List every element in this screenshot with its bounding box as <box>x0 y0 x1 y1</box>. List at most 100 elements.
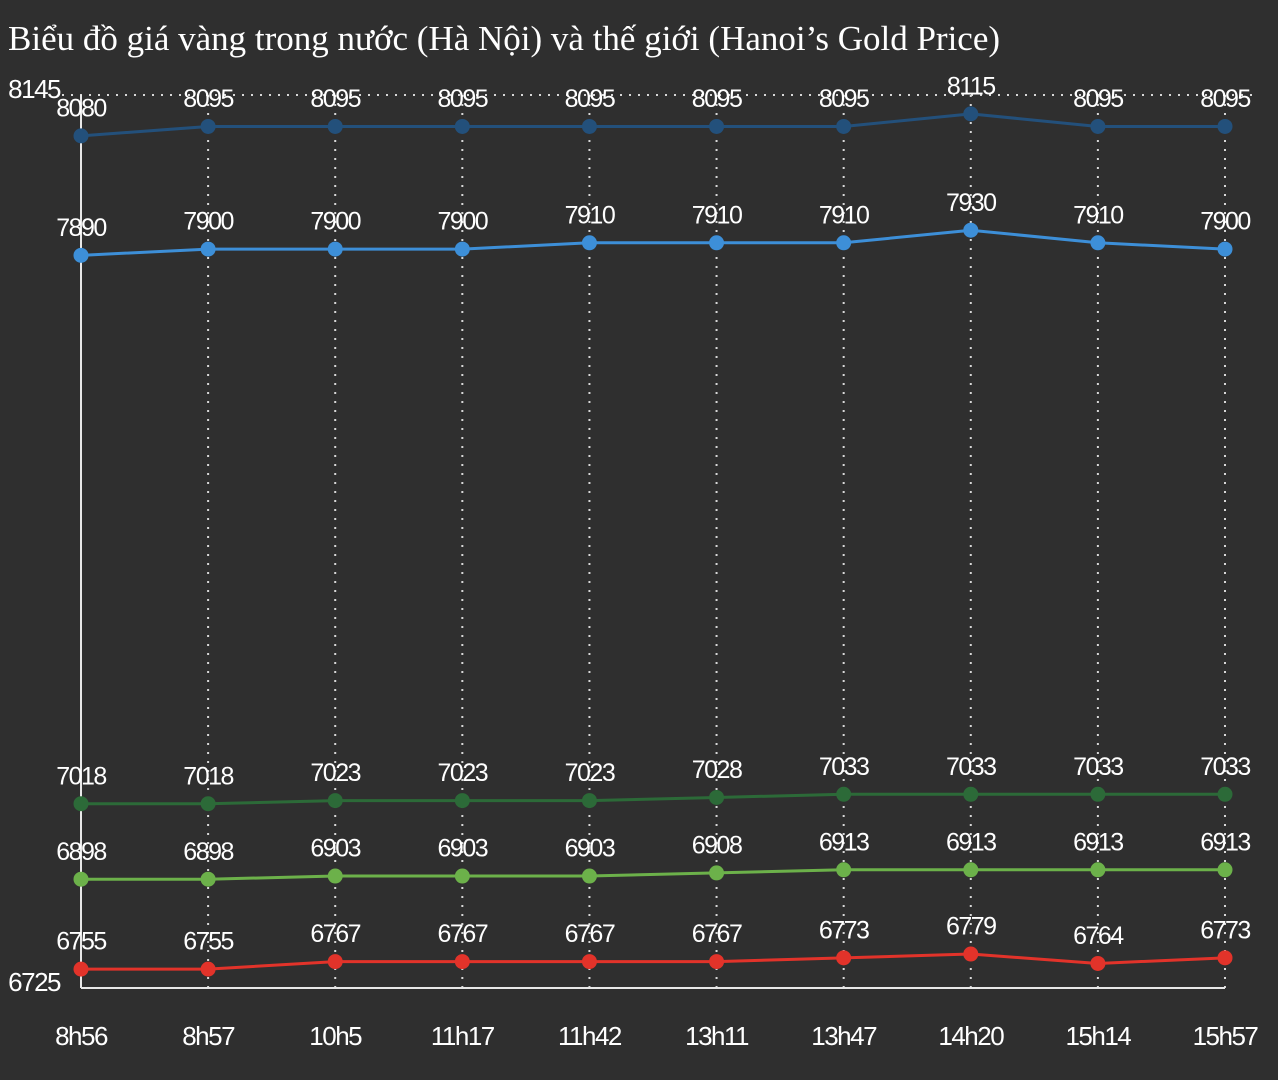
data-point <box>1090 862 1106 878</box>
data-point <box>200 871 216 887</box>
data-point <box>327 241 343 257</box>
series-line <box>81 792 1225 806</box>
data-label: 7900 <box>438 208 488 236</box>
data-point <box>709 789 725 805</box>
data-point <box>73 871 89 887</box>
data-label: 6779 <box>946 913 996 941</box>
data-point <box>1090 235 1106 251</box>
data-label: 6903 <box>565 835 615 863</box>
data-point <box>709 865 725 881</box>
data-point <box>1090 955 1106 971</box>
data-point <box>581 868 597 884</box>
data-label: 7910 <box>565 201 615 229</box>
data-point <box>73 247 89 263</box>
data-label: 8115 <box>947 72 995 100</box>
series-line <box>80 228 1226 257</box>
data-point <box>73 796 89 812</box>
data-point <box>581 793 597 809</box>
data-point <box>963 222 979 238</box>
data-label: 8095 <box>819 85 869 113</box>
data-point <box>963 946 979 962</box>
data-point <box>327 868 343 884</box>
data-point <box>1090 786 1106 802</box>
x-tick-label: 8h57 <box>182 1021 235 1051</box>
data-label: 7910 <box>819 201 869 229</box>
data-label: 8095 <box>438 85 488 113</box>
data-point <box>200 796 216 812</box>
chart-title: Biểu đồ giá vàng trong nước (Hà Nội) và … <box>8 19 1000 58</box>
data-point <box>1217 118 1233 134</box>
data-label: 7018 <box>183 762 233 790</box>
data-point <box>327 954 343 970</box>
data-point <box>836 950 852 966</box>
data-label: 6755 <box>56 928 106 956</box>
data-label: 6767 <box>692 920 742 948</box>
data-label: 7033 <box>1073 753 1123 781</box>
x-tick-label: 13h47 <box>811 1021 877 1051</box>
data-point <box>1217 241 1233 257</box>
series-line <box>81 952 1226 971</box>
data-point <box>327 118 343 134</box>
x-tick-label: 10h5 <box>309 1021 362 1051</box>
data-label: 7890 <box>56 214 106 242</box>
data-point <box>73 128 89 144</box>
x-tick-label: 15h57 <box>1193 1021 1259 1051</box>
data-label: 6898 <box>56 838 106 866</box>
data-label: 6767 <box>565 920 615 948</box>
data-point <box>1217 862 1233 878</box>
y-tick-label: 8145 <box>8 74 61 104</box>
data-point <box>581 235 597 251</box>
x-tick-label: 15h14 <box>1065 1021 1131 1051</box>
data-label: 7910 <box>692 201 742 229</box>
data-label: 8095 <box>183 85 233 113</box>
data-label: 7930 <box>946 189 996 217</box>
data-point <box>836 786 852 802</box>
data-point <box>1217 950 1233 966</box>
data-label: 8095 <box>565 85 615 113</box>
data-label: 7023 <box>565 759 615 787</box>
data-label: 6908 <box>692 832 742 860</box>
data-label: 6767 <box>438 920 488 948</box>
data-label: 7028 <box>692 756 742 784</box>
data-point <box>709 118 725 134</box>
data-point <box>200 118 216 134</box>
data-label: 8080 <box>56 94 106 122</box>
data-point <box>709 954 725 970</box>
series-line <box>80 112 1225 138</box>
data-label: 6913 <box>1200 828 1250 856</box>
data-point <box>963 106 979 122</box>
data-label: 6755 <box>183 928 233 956</box>
data-point <box>454 868 470 884</box>
data-label: 7033 <box>1200 753 1250 781</box>
data-label: 6764 <box>1073 922 1124 950</box>
data-point <box>200 961 216 977</box>
data-label: 6903 <box>310 835 360 863</box>
data-label: 6767 <box>310 920 360 948</box>
data-label: 7900 <box>183 208 233 236</box>
data-point <box>454 241 470 257</box>
x-tick-label: 14h20 <box>938 1021 1004 1051</box>
data-point <box>836 235 852 251</box>
data-point <box>581 118 597 134</box>
data-label: 8095 <box>692 85 742 113</box>
data-label: 6898 <box>183 838 233 866</box>
data-point <box>963 862 979 878</box>
data-point <box>836 118 852 134</box>
x-tick-label: 13h11 <box>685 1021 749 1051</box>
data-point <box>454 954 470 970</box>
x-tick-label: 8h56 <box>55 1021 108 1051</box>
data-label: 6773 <box>1200 916 1250 944</box>
data-label: 8095 <box>1073 85 1123 113</box>
data-point <box>73 961 89 977</box>
series-line <box>81 868 1225 881</box>
data-point <box>581 954 597 970</box>
x-tick-label: 11h17 <box>431 1021 495 1051</box>
data-point <box>454 793 470 809</box>
data-point <box>1217 786 1233 802</box>
data-label: 7900 <box>1200 208 1250 236</box>
data-label: 7023 <box>438 759 488 787</box>
data-point <box>709 235 725 251</box>
data-label: 7033 <box>819 753 869 781</box>
